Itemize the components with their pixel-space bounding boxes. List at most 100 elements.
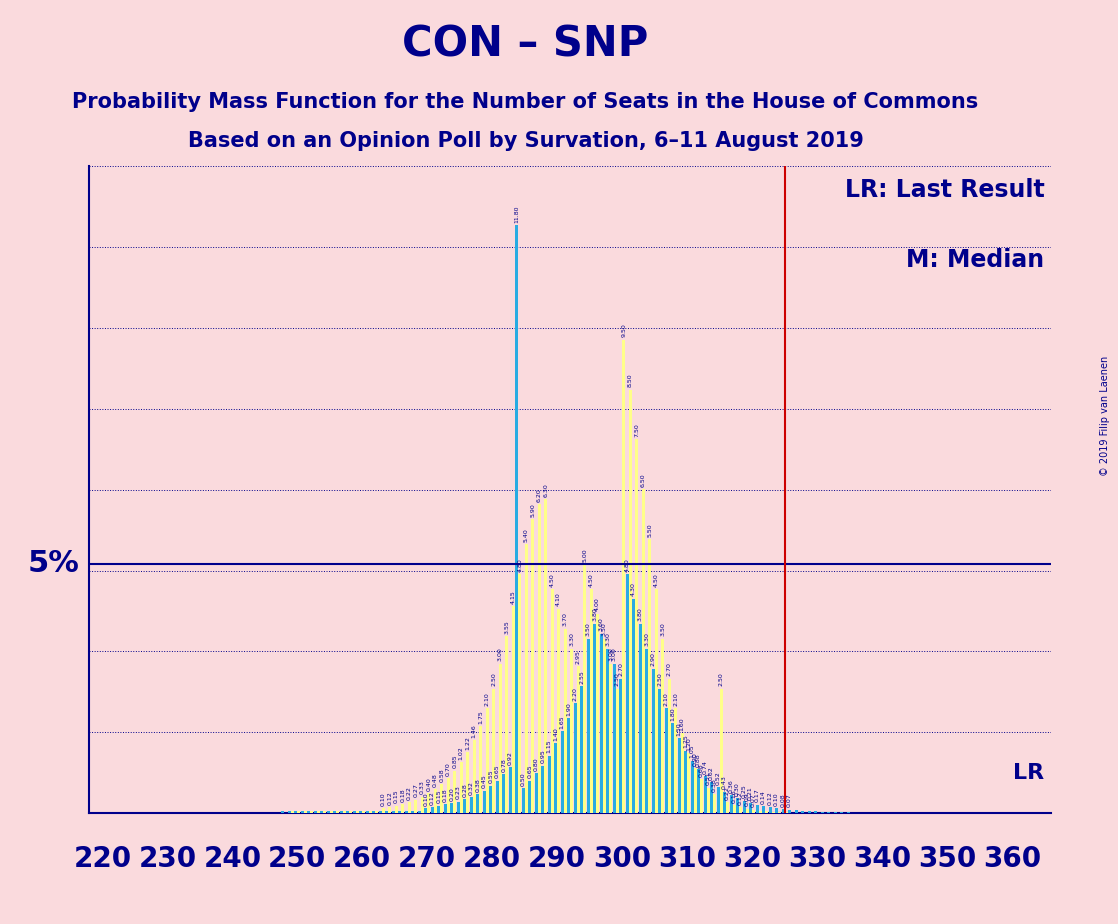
Text: 0.88: 0.88 (697, 753, 701, 767)
Text: 0.12: 0.12 (768, 791, 773, 805)
Text: 0.07: 0.07 (751, 794, 756, 808)
Bar (814, 811, 817, 813)
Text: 0.30: 0.30 (736, 782, 740, 796)
Text: 1.05: 1.05 (690, 745, 694, 759)
Bar (483, 791, 485, 813)
Text: 3.00: 3.00 (608, 648, 613, 662)
Bar (411, 810, 415, 813)
Bar (756, 805, 759, 813)
Bar (548, 756, 551, 813)
Bar (326, 810, 330, 813)
Bar (362, 810, 366, 813)
Bar (459, 762, 463, 813)
Text: 270: 270 (398, 845, 456, 873)
Bar (381, 808, 385, 813)
Bar (723, 792, 726, 813)
Bar (440, 784, 443, 813)
Text: 0.80: 0.80 (533, 758, 539, 771)
Text: 1.15: 1.15 (547, 740, 551, 753)
Text: 2.50: 2.50 (719, 673, 723, 687)
Bar (528, 781, 531, 813)
Text: 2.90: 2.90 (651, 652, 655, 666)
Text: 0.85: 0.85 (453, 755, 457, 769)
Bar (340, 810, 343, 813)
Bar (502, 774, 505, 813)
Bar (447, 778, 449, 813)
Text: 0.08: 0.08 (780, 793, 786, 807)
Text: 0.15: 0.15 (394, 790, 399, 803)
Bar (555, 743, 557, 813)
Text: 0.55: 0.55 (489, 770, 493, 784)
Bar (538, 505, 541, 813)
Text: 0.28: 0.28 (462, 783, 467, 796)
Text: 1.46: 1.46 (472, 724, 476, 738)
Text: 0.21: 0.21 (748, 786, 754, 800)
Text: 0.09: 0.09 (745, 793, 749, 807)
Bar (626, 574, 628, 813)
Bar (563, 628, 567, 813)
Bar (717, 787, 720, 813)
Bar (599, 634, 603, 813)
Bar (768, 808, 771, 813)
Bar (466, 752, 470, 813)
Bar (785, 812, 787, 813)
Text: 1.65: 1.65 (560, 715, 565, 728)
Text: 350: 350 (918, 845, 976, 873)
Bar (316, 810, 320, 813)
Bar (359, 810, 362, 813)
Bar (681, 734, 683, 813)
Bar (519, 574, 521, 813)
Text: 3.00: 3.00 (498, 648, 503, 662)
Text: 0.16: 0.16 (731, 789, 737, 803)
Text: 3.60: 3.60 (598, 617, 604, 631)
Text: 4.50: 4.50 (589, 573, 594, 587)
Text: 0.18: 0.18 (400, 788, 405, 802)
Bar (515, 225, 519, 813)
Text: 0.32: 0.32 (468, 781, 474, 795)
Bar (388, 808, 391, 813)
Bar (505, 637, 509, 813)
Text: 2.70: 2.70 (618, 663, 623, 676)
Bar (430, 808, 434, 813)
Bar (379, 810, 381, 813)
Bar (628, 390, 632, 813)
Text: 0.15: 0.15 (436, 790, 442, 803)
Bar (398, 810, 401, 813)
Bar (453, 771, 456, 813)
Text: 2.55: 2.55 (579, 670, 585, 684)
Bar (749, 803, 752, 813)
Bar (580, 686, 584, 813)
Text: 2.10: 2.10 (664, 692, 669, 706)
Text: 4.50: 4.50 (654, 573, 659, 587)
Bar (659, 688, 661, 813)
Text: 0.45: 0.45 (482, 774, 486, 788)
Bar (698, 770, 700, 813)
Bar (678, 738, 681, 813)
Text: 3.80: 3.80 (593, 608, 597, 622)
Bar (577, 666, 579, 813)
Bar (713, 795, 717, 813)
Text: LR: LR (1013, 763, 1044, 784)
Text: 0.33: 0.33 (419, 781, 425, 795)
Bar (781, 809, 785, 813)
Text: 0.48: 0.48 (433, 773, 438, 787)
Bar (732, 805, 736, 813)
Text: 0.20: 0.20 (449, 787, 454, 801)
Text: 0.07: 0.07 (787, 794, 792, 808)
Text: 0.10: 0.10 (774, 792, 779, 806)
Bar (531, 519, 534, 813)
Bar (291, 810, 294, 813)
Bar (386, 810, 388, 813)
Text: CON – SNP: CON – SNP (402, 23, 648, 65)
Bar (840, 812, 843, 813)
Bar (512, 606, 514, 813)
Bar (674, 709, 678, 813)
Text: 230: 230 (139, 845, 197, 873)
Bar (524, 544, 528, 813)
Bar (821, 811, 824, 813)
Bar (415, 799, 417, 813)
Bar (391, 810, 395, 813)
Bar (366, 810, 369, 813)
Bar (337, 810, 339, 813)
Text: 2.10: 2.10 (485, 692, 490, 706)
